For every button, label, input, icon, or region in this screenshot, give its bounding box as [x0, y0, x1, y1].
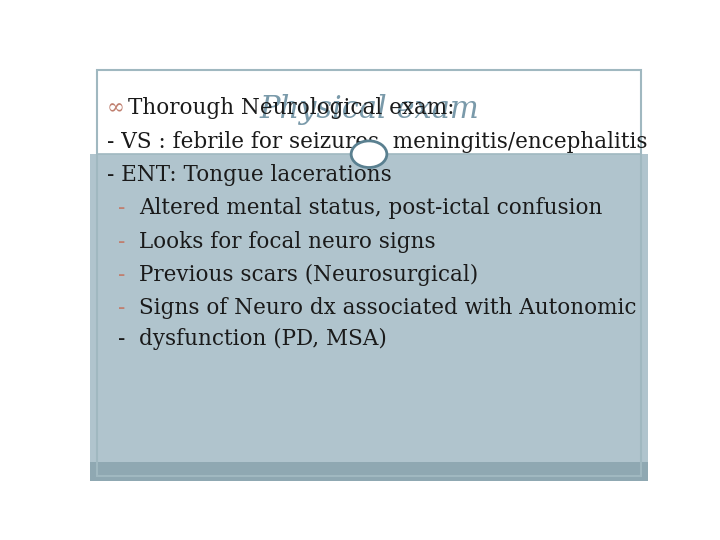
Text: dysfunction (PD, MSA): dysfunction (PD, MSA): [139, 328, 387, 350]
FancyBboxPatch shape: [90, 154, 648, 462]
Text: - VS : febrile for seizures, meningitis/encephalitis: - VS : febrile for seizures, meningitis/…: [107, 131, 647, 153]
Text: -: -: [118, 328, 125, 350]
Text: Physical exam: Physical exam: [259, 94, 479, 125]
Text: Thorough Neurological exam:: Thorough Neurological exam:: [128, 97, 454, 119]
Circle shape: [351, 141, 387, 167]
Text: -: -: [118, 231, 125, 253]
FancyBboxPatch shape: [90, 65, 648, 156]
Text: -: -: [118, 197, 125, 219]
Text: Previous scars (Neurosurgical): Previous scars (Neurosurgical): [139, 264, 478, 286]
FancyBboxPatch shape: [90, 462, 648, 481]
Text: Looks for focal neuro signs: Looks for focal neuro signs: [139, 231, 436, 253]
Text: Signs of Neuro dx associated with Autonomic: Signs of Neuro dx associated with Autono…: [139, 297, 636, 319]
Text: Altered mental status, post-ictal confusion: Altered mental status, post-ictal confus…: [139, 197, 603, 219]
Text: -: -: [118, 264, 125, 286]
Text: ∞: ∞: [107, 97, 125, 119]
Text: - ENT: Tongue lacerations: - ENT: Tongue lacerations: [107, 164, 392, 186]
Text: -: -: [118, 297, 125, 319]
